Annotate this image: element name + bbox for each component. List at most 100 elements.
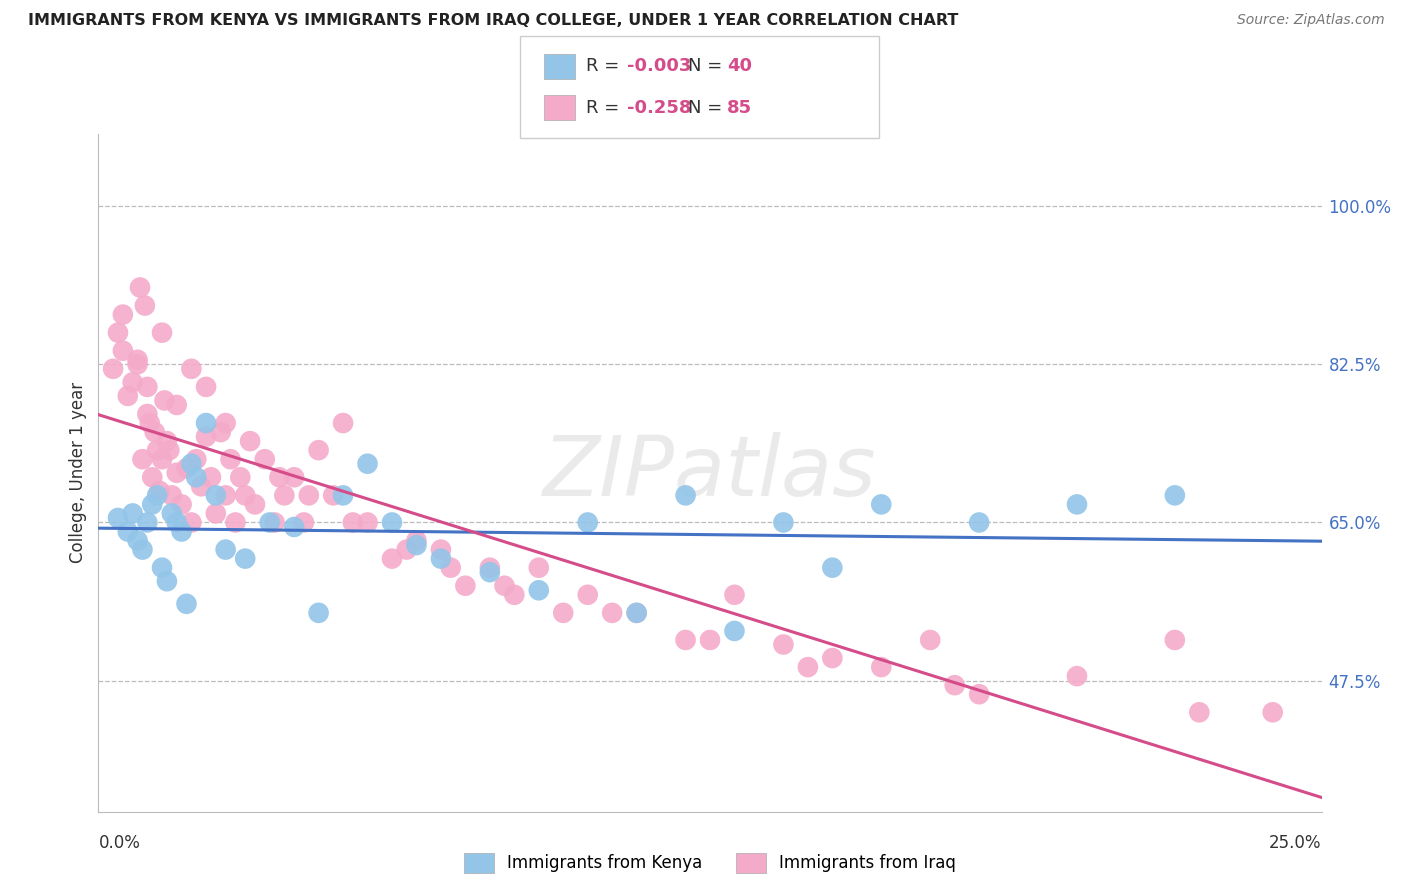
Point: [821, 560, 844, 574]
Point: [292, 516, 315, 530]
Point: [166, 466, 188, 480]
Point: [117, 389, 139, 403]
Point: [332, 488, 354, 502]
Text: N =: N =: [688, 99, 727, 117]
Point: [870, 497, 893, 511]
Point: [723, 624, 745, 638]
Point: [180, 516, 202, 530]
Point: [157, 443, 180, 458]
Point: [233, 488, 256, 502]
Text: N =: N =: [688, 57, 727, 75]
Point: [269, 470, 291, 484]
Point: [920, 632, 942, 647]
Point: [273, 488, 295, 502]
Text: -0.258: -0.258: [627, 99, 692, 117]
Point: [205, 507, 228, 521]
Point: [1261, 706, 1284, 720]
Point: [478, 565, 501, 579]
Point: [146, 443, 169, 458]
Point: [772, 516, 794, 530]
Point: [127, 533, 149, 548]
Point: [239, 434, 262, 449]
Point: [209, 425, 232, 439]
Point: [259, 516, 281, 530]
Point: [454, 579, 477, 593]
Text: 40: 40: [727, 57, 752, 75]
Point: [308, 443, 330, 458]
Point: [870, 660, 893, 674]
Point: [283, 520, 305, 534]
Point: [121, 507, 143, 521]
Point: [195, 380, 218, 394]
Point: [139, 416, 162, 430]
Point: [186, 470, 208, 484]
Point: [967, 516, 990, 530]
Point: [107, 511, 129, 525]
Point: [195, 416, 218, 430]
Text: -0.003: -0.003: [627, 57, 692, 75]
Point: [129, 280, 152, 294]
Point: [170, 497, 193, 511]
Point: [111, 343, 134, 358]
Point: [160, 488, 183, 502]
Point: [233, 551, 256, 566]
Point: [229, 470, 252, 484]
Point: [342, 516, 364, 530]
Point: [553, 606, 575, 620]
Point: [176, 597, 198, 611]
Point: [503, 588, 526, 602]
Point: [149, 483, 172, 498]
Point: [107, 326, 129, 340]
Text: 0.0%: 0.0%: [98, 834, 141, 852]
Legend: Immigrants from Kenya, Immigrants from Iraq: Immigrants from Kenya, Immigrants from I…: [456, 845, 965, 881]
Point: [131, 542, 153, 557]
Point: [821, 651, 844, 665]
Text: 85: 85: [727, 99, 752, 117]
Point: [478, 560, 501, 574]
Point: [134, 299, 156, 313]
Point: [430, 551, 453, 566]
Point: [143, 425, 166, 439]
Point: [146, 488, 169, 502]
Text: 25.0%: 25.0%: [1270, 834, 1322, 852]
Point: [395, 542, 418, 557]
Point: [332, 416, 354, 430]
Point: [180, 457, 202, 471]
Point: [136, 407, 159, 421]
Point: [381, 551, 404, 566]
Point: [101, 361, 124, 376]
Point: [160, 507, 183, 521]
Point: [224, 516, 246, 530]
Text: IMMIGRANTS FROM KENYA VS IMMIGRANTS FROM IRAQ COLLEGE, UNDER 1 YEAR CORRELATION : IMMIGRANTS FROM KENYA VS IMMIGRANTS FROM…: [28, 13, 959, 29]
Point: [967, 687, 990, 701]
Point: [576, 588, 599, 602]
Point: [675, 488, 697, 502]
Point: [494, 579, 516, 593]
Point: [405, 538, 427, 552]
Point: [214, 542, 236, 557]
Point: [150, 326, 173, 340]
Point: [576, 516, 599, 530]
Point: [772, 638, 794, 652]
Point: [127, 352, 149, 367]
Point: [127, 357, 149, 371]
Point: [723, 588, 745, 602]
Point: [170, 524, 193, 539]
Point: [253, 452, 276, 467]
Point: [943, 678, 966, 692]
Point: [527, 560, 550, 574]
Point: [405, 533, 427, 548]
Point: [219, 452, 242, 467]
Point: [131, 452, 153, 467]
Point: [205, 488, 228, 502]
Point: [180, 361, 202, 376]
Point: [166, 398, 188, 412]
Point: [699, 632, 721, 647]
Point: [1164, 488, 1187, 502]
Point: [308, 606, 330, 620]
Point: [322, 488, 344, 502]
Point: [117, 524, 139, 539]
Point: [356, 457, 378, 471]
Point: [136, 380, 159, 394]
Point: [1066, 497, 1088, 511]
